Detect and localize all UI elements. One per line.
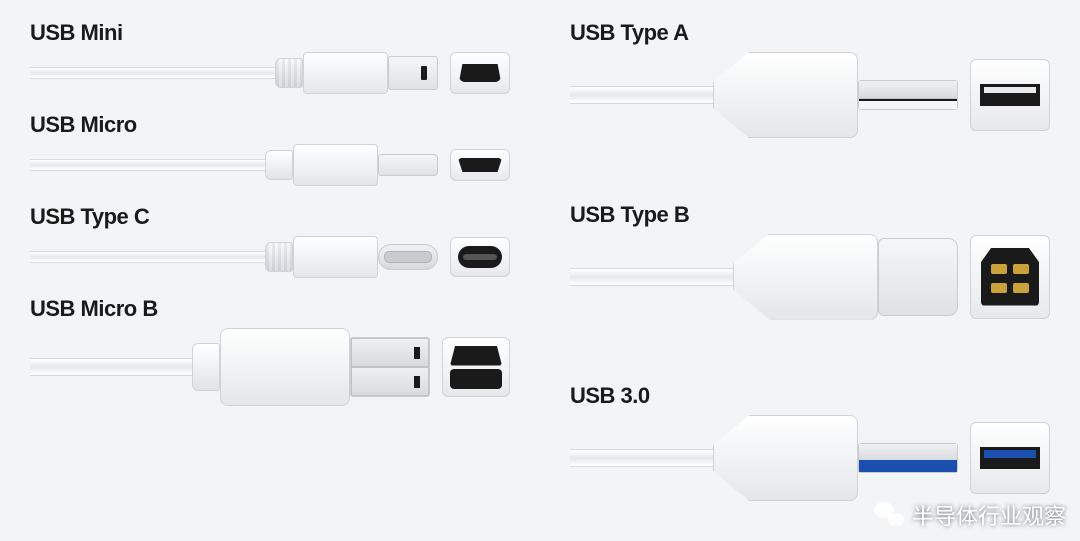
connector-body [713, 415, 858, 501]
port-mini [450, 52, 510, 94]
port-micro-b [442, 337, 510, 397]
wire [30, 67, 275, 79]
plug-type-c [378, 244, 438, 270]
cable-usb-type-a [570, 52, 958, 138]
row-usb-3-0: USB 3.0 [570, 383, 1050, 501]
connector-body [220, 328, 350, 406]
row-usb-type-c: USB Type C [30, 204, 510, 278]
row-usb-type-b: USB Type B [570, 202, 1050, 320]
watermark-text: 半导体行业观察 [912, 499, 1066, 531]
wechat-icon [874, 502, 904, 528]
label-usb-micro: USB Micro [30, 112, 510, 138]
label-usb-type-a: USB Type A [570, 20, 1050, 46]
graphics-usb-micro-b [30, 328, 510, 406]
row-usb-type-a: USB Type A [570, 20, 1050, 138]
wire [30, 358, 192, 376]
strain-relief [265, 242, 293, 272]
cable-usb-micro [30, 144, 438, 186]
port-type-a [970, 59, 1050, 131]
diagram-container: USB Mini USB Micro [0, 0, 1080, 541]
connector-body [733, 234, 878, 320]
port-type-c [450, 237, 510, 277]
wire [570, 449, 713, 467]
label-usb-mini: USB Mini [30, 20, 510, 46]
cable-usb-3-0 [570, 415, 958, 501]
port-usb-3-0 [970, 422, 1050, 494]
plug-type-a [858, 80, 958, 110]
port-micro [450, 149, 510, 181]
left-column: USB Mini USB Micro [30, 20, 510, 501]
graphics-usb-mini [30, 52, 510, 94]
connector-body [303, 52, 388, 94]
wire [30, 159, 265, 171]
connector-body [713, 52, 858, 138]
wire [570, 86, 713, 104]
connector-body [293, 236, 378, 278]
row-usb-mini: USB Mini [30, 20, 510, 94]
row-usb-micro-b: USB Micro B [30, 296, 510, 406]
graphics-usb-micro [30, 144, 510, 186]
row-usb-micro: USB Micro [30, 112, 510, 186]
strain-relief [275, 58, 303, 88]
plug-usb-3-0 [858, 443, 958, 473]
connector-body [293, 144, 378, 186]
cable-usb-micro-b [30, 328, 430, 406]
graphics-usb-3-0 [570, 415, 1050, 501]
right-column: USB Type A USB Type B [570, 20, 1050, 501]
label-usb-type-b: USB Type B [570, 202, 1050, 228]
plug-mini [388, 56, 438, 90]
plug-type-b [878, 238, 958, 316]
plug-micro [378, 154, 438, 176]
graphics-usb-type-b [570, 234, 1050, 320]
port-type-b [970, 235, 1050, 319]
strain-relief [192, 343, 220, 391]
label-usb-micro-b: USB Micro B [30, 296, 510, 322]
watermark: 半导体行业观察 [874, 499, 1066, 531]
wire [30, 251, 265, 263]
cable-usb-mini [30, 52, 438, 94]
graphics-usb-type-c [30, 236, 510, 278]
label-usb-type-c: USB Type C [30, 204, 510, 230]
cable-usb-type-b [570, 234, 958, 320]
graphics-usb-type-a [570, 52, 1050, 138]
strain-relief [265, 150, 293, 180]
plug-micro-b [350, 337, 430, 397]
cable-usb-type-c [30, 236, 438, 278]
label-usb-3-0: USB 3.0 [570, 383, 1050, 409]
wire [570, 268, 733, 286]
